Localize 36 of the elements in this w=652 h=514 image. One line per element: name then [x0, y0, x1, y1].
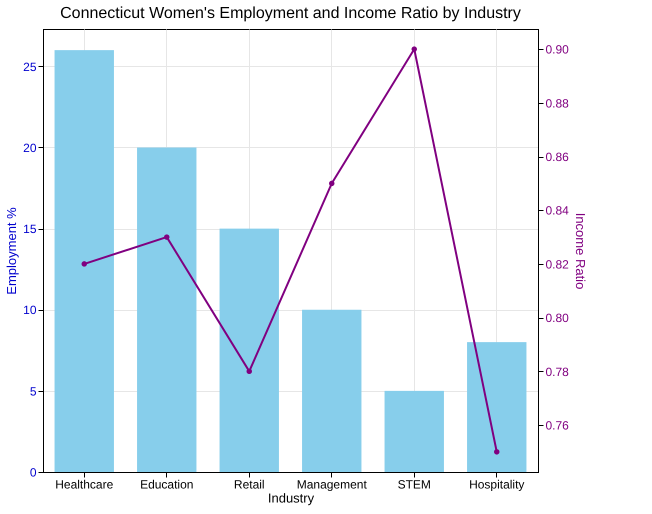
point [329, 180, 334, 186]
x-tick-label: Retail [234, 478, 265, 492]
point [82, 261, 87, 267]
point [246, 368, 252, 374]
bar [220, 228, 279, 472]
y-tick-label: 20 [23, 140, 37, 155]
y-tick-label: 0 [30, 466, 37, 480]
y-tick-label: 15 [23, 222, 37, 236]
y2-tick-label: 0.86 [546, 150, 570, 164]
point [164, 234, 170, 240]
y2-tick-label: 0.82 [546, 257, 570, 272]
x-tick-label: Hospitality [469, 478, 524, 492]
chart-title: Connecticut Women's Employment and Income Ratio by Industry [60, 5, 521, 22]
y2-axis-title: Income Ratio [572, 212, 588, 290]
point [412, 46, 417, 52]
x-tick-label: Management [296, 478, 368, 492]
bar [467, 342, 526, 472]
point [494, 449, 500, 455]
y2-tick-label: 0.78 [546, 364, 570, 379]
y2-tick-label: 0.90 [546, 42, 570, 57]
x-tick-label: STEM [398, 478, 431, 492]
x-axis-title: Industry [268, 490, 315, 506]
bar [302, 310, 362, 472]
y2-tick-label: 0.76 [546, 418, 570, 433]
y2-tick-label: 0.84 [546, 204, 570, 218]
bar [384, 390, 444, 472]
y2-tick-label: 0.88 [546, 96, 570, 110]
bar [137, 147, 196, 472]
bar [54, 50, 114, 472]
x-tick-label: Education [140, 478, 194, 492]
y-axis-title: Employment % [4, 206, 20, 295]
y-tick-label: 5 [30, 384, 37, 398]
y-tick-label: 10 [23, 303, 37, 318]
y2-tick-label: 0.80 [546, 311, 570, 326]
x-tick-label: Healthcare [55, 478, 114, 492]
y-tick-label: 25 [23, 60, 37, 74]
